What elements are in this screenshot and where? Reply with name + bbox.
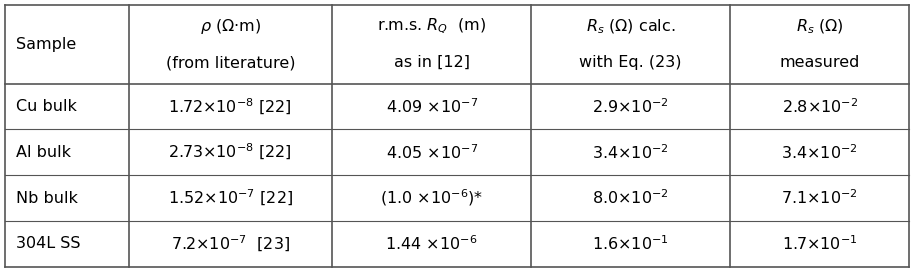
- Text: 1.7$\times$10$^{-1}$: 1.7$\times$10$^{-1}$: [782, 234, 857, 253]
- Text: 2.9$\times$10$^{-2}$: 2.9$\times$10$^{-2}$: [592, 97, 669, 116]
- Text: 3.4$\times$10$^{-2}$: 3.4$\times$10$^{-2}$: [592, 143, 669, 162]
- Text: 7.2$\times$10$^{-7}$  [23]: 7.2$\times$10$^{-7}$ [23]: [171, 234, 290, 254]
- Text: 3.4$\times$10$^{-2}$: 3.4$\times$10$^{-2}$: [781, 143, 858, 162]
- Text: 1.72$\times$10$^{-8}$ [22]: 1.72$\times$10$^{-8}$ [22]: [168, 97, 292, 117]
- Text: Al bulk: Al bulk: [16, 145, 70, 160]
- Text: 1.52$\times$10$^{-7}$ [22]: 1.52$\times$10$^{-7}$ [22]: [168, 188, 292, 208]
- Text: (1.0 $\times$10$^{-6}$)*: (1.0 $\times$10$^{-6}$)*: [380, 188, 484, 208]
- Text: (from literature): (from literature): [165, 55, 295, 70]
- Text: 4.05 $\times$10$^{-7}$: 4.05 $\times$10$^{-7}$: [386, 143, 478, 162]
- Text: 1.44 $\times$10$^{-6}$: 1.44 $\times$10$^{-6}$: [386, 234, 478, 253]
- Text: $R_{s}$ ($\Omega$): $R_{s}$ ($\Omega$): [796, 17, 844, 36]
- Text: Cu bulk: Cu bulk: [16, 99, 77, 114]
- Text: 1.6$\times$10$^{-1}$: 1.6$\times$10$^{-1}$: [592, 234, 669, 253]
- Text: $\rho$ ($\Omega$$\cdot$m): $\rho$ ($\Omega$$\cdot$m): [199, 17, 261, 36]
- Text: 4.09 $\times$10$^{-7}$: 4.09 $\times$10$^{-7}$: [386, 97, 478, 116]
- Text: with Eq. (23): with Eq. (23): [579, 55, 682, 70]
- Text: r.m.s. $R_{Q}$  (m): r.m.s. $R_{Q}$ (m): [377, 17, 486, 36]
- Text: Sample: Sample: [16, 37, 76, 52]
- Text: as in [12]: as in [12]: [394, 55, 470, 70]
- Text: $R_{s}$ ($\Omega$) calc.: $R_{s}$ ($\Omega$) calc.: [586, 17, 675, 36]
- Text: 2.8$\times$10$^{-2}$: 2.8$\times$10$^{-2}$: [781, 97, 858, 116]
- Text: 8.0$\times$10$^{-2}$: 8.0$\times$10$^{-2}$: [592, 189, 669, 207]
- Text: 304L SS: 304L SS: [16, 236, 80, 251]
- Text: Nb bulk: Nb bulk: [16, 190, 78, 206]
- Text: measured: measured: [780, 55, 860, 70]
- Text: 7.1$\times$10$^{-2}$: 7.1$\times$10$^{-2}$: [781, 189, 858, 207]
- Text: 2.73$\times$10$^{-8}$ [22]: 2.73$\times$10$^{-8}$ [22]: [168, 142, 292, 162]
